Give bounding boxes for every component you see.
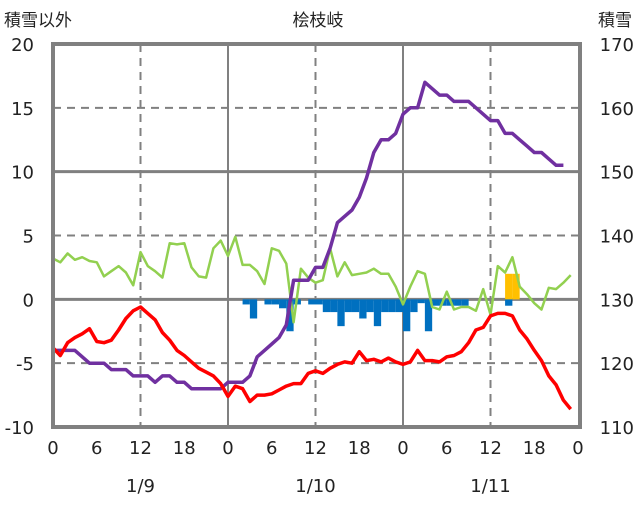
snow_change_negative-bar [373,299,382,327]
right-axis-title: 積雪 [598,11,632,31]
snow_change_negative-bar [381,299,389,313]
y-right-tick-label: 140 [600,227,634,248]
x-tick-label: 12 [304,438,327,459]
x-tick-label: 18 [173,438,196,459]
x-tick-label: 6 [266,438,277,459]
snow_change_negative-bar [461,299,469,306]
snow_change_negative-bar [271,299,280,305]
snow_change_negative-bar [249,299,258,319]
snow_change_negative-bar [337,299,345,327]
y-left-tick-label: 0 [23,290,34,311]
snow_change_negative-bar [454,299,462,306]
snow_change_negative-bar [242,299,250,305]
snow_change_negative-bar [315,299,323,305]
snow_change_negative-bar [279,299,287,309]
precipitation-bar [505,273,513,300]
wind-line [52,235,572,324]
snow_change_negative-bar [286,299,294,332]
snow_change_negative-bar [330,299,338,313]
x-tick-label: 0 [47,438,58,459]
y-right-tick-label: 130 [600,290,634,311]
y-left-tick-label: 10 [11,163,34,184]
y-right-tick-label: 150 [600,163,634,184]
date-label: 1/11 [470,476,510,497]
snow_change_negative-bar [403,299,411,332]
snow_depth-line [53,80,564,391]
y-left-tick-label: 15 [11,99,34,120]
y-right-tick-label: 120 [600,354,634,375]
x-tick-label: 12 [479,438,502,459]
x-tick-label: 0 [222,438,233,459]
y-right-tick-label: 110 [600,418,634,439]
precipitation-bar [512,273,520,300]
x-tick-label: 18 [348,438,371,459]
snow_change_negative-bar [505,299,513,306]
date-label: 1/9 [126,476,155,497]
snow_change_negative-bar [395,299,403,313]
snow_change_negative-bar [344,299,352,313]
snow_change_negative-bar [432,299,440,306]
x-tick-label: 12 [129,438,152,459]
snow_change_negative-bar [322,299,331,313]
snow_change_negative-bar [359,299,367,319]
x-tick-label: 0 [572,438,583,459]
left-axis-title: 積雪以外 [4,11,72,31]
snow_change_negative-bar [388,299,396,313]
y-right-tick-label: 170 [600,35,634,56]
snow_change_negative-bar [417,299,425,304]
chart-title: 桧枝岐 [293,11,344,31]
x-tick-label: 6 [91,438,102,459]
snow_change_negative-bar [351,299,360,313]
snow_change_negative-bar [308,299,316,305]
date-label: 1/10 [295,476,335,497]
plot-frame [51,42,582,429]
snow_change_negative-bar [424,299,433,332]
x-tick-label: 0 [397,438,408,459]
y-left-tick-label: -5 [16,354,34,375]
y-left-tick-label: 5 [23,227,34,248]
temperature-line [51,305,573,411]
y-left-tick-label: -10 [5,418,34,439]
x-tick-label: 6 [441,438,452,459]
x-tick-label: 18 [523,438,546,459]
y-left-tick-label: 20 [11,35,34,56]
snow_change_negative-bar [264,299,272,305]
snow_change_negative-bar [410,299,418,313]
y-right-tick-label: 160 [600,99,634,120]
snow_change_negative-bar [366,299,374,313]
